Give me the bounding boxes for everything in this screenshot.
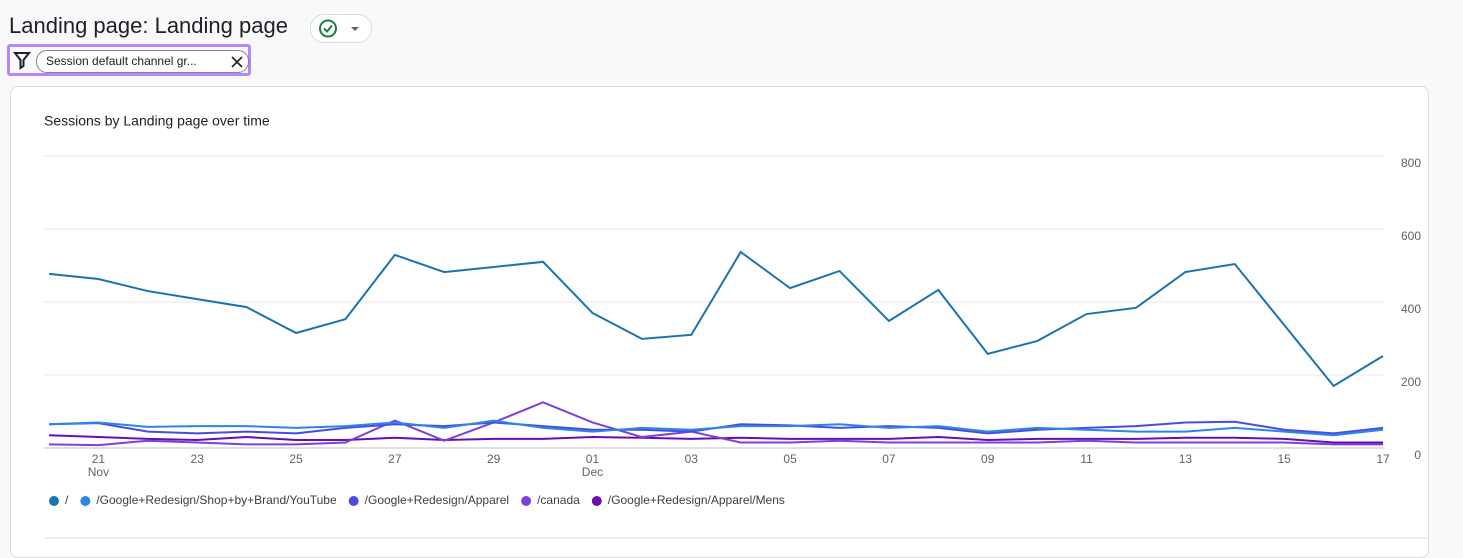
status-icons [319, 19, 359, 38]
filter-text: Session default channel gr... [46, 54, 197, 68]
series-line [48, 419, 1384, 437]
legend-marker [521, 496, 532, 506]
legend-label: /Google+Redesign/Apparel [365, 493, 509, 507]
remove-filter[interactable] [230, 55, 244, 69]
y-tick-label: 400 [1401, 302, 1421, 316]
x-tick-label: 11 [1080, 452, 1093, 466]
legend-marker [591, 496, 602, 506]
status-dropdown[interactable] [310, 14, 372, 43]
legend-marker [80, 496, 91, 506]
y-tick-label: 0 [1414, 448, 1421, 462]
x-tick-label: 01 [586, 452, 600, 466]
filter-bar: Session default channel gr... [7, 44, 251, 76]
x-tick-label: 07 [882, 452, 896, 466]
legend-label: / [65, 493, 69, 507]
page: {"header": {"title": "Landing page: Land… [7, 13, 1429, 558]
y-tick-label: 200 [1401, 375, 1421, 389]
series-line [48, 434, 1383, 444]
series-line [48, 401, 1383, 447]
filter-chip[interactable]: Session default channel gr... [36, 50, 249, 73]
x-tick-label: 03 [685, 452, 699, 466]
series-line [48, 250, 1384, 388]
x-tick-label: 25 [289, 452, 303, 466]
page-title: Landing page: Landing page [9, 13, 288, 38]
filter-icon [12, 52, 32, 70]
x-tick-label: 05 [783, 452, 797, 466]
x-tick-label: 23 [191, 452, 205, 466]
x-tick-label: 21 [92, 452, 106, 466]
y-tick-label: 600 [1401, 229, 1421, 243]
legend-marker [49, 496, 59, 506]
legend-label: /Google+Redesign/Shop+by+Brand/YouTube [96, 493, 337, 507]
x-tick-label: 29 [487, 452, 501, 466]
x-month-label: Dec [582, 465, 603, 479]
x-tick-label: 09 [981, 452, 995, 466]
chart: Sessions by Landing page over time 0 200 4… [44, 113, 1427, 539]
chart-card [10, 86, 1429, 558]
x-month-label: Nov [88, 465, 109, 479]
legend-label: /Google+Redesign/Apparel/Mens [608, 493, 785, 507]
legend-label: /canada [537, 493, 580, 507]
x-tick-label: 15 [1278, 452, 1292, 466]
y-tick-label: 800 [1401, 156, 1421, 170]
x-tick-label: 17 [1376, 452, 1390, 466]
x-tick-label: 13 [1179, 452, 1193, 466]
chart-title: Sessions by Landing page over time [44, 113, 270, 129]
x-tick-label: 27 [388, 452, 402, 466]
legend-marker [348, 496, 359, 506]
